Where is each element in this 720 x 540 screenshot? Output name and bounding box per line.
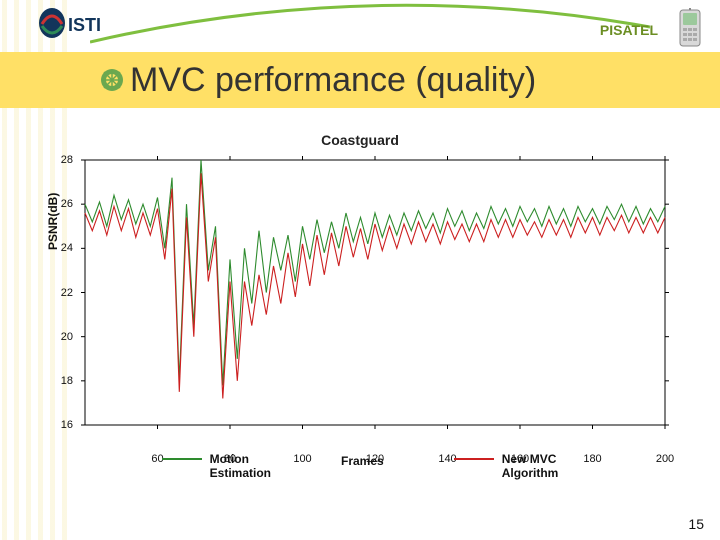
- header: PISATEL ISTI: [0, 0, 720, 48]
- legend-label: Motion Estimation: [210, 452, 271, 480]
- legend-item-mvc: New MVC Algorithm: [454, 452, 559, 486]
- bullet-icon: [100, 68, 124, 92]
- page-number: 15: [688, 516, 704, 532]
- chart-title: Coastguard: [0, 132, 720, 148]
- line-chart: [75, 155, 675, 435]
- slide: PISATEL ISTI MVC perf: [0, 0, 720, 540]
- header-arc: [90, 2, 650, 58]
- legend-item-me: Motion Estimation: [162, 452, 271, 486]
- chart-area: 16182022242628 6080100120140160180200: [75, 155, 675, 435]
- title-bar: MVC performance (quality): [0, 52, 720, 108]
- svg-text:ISTI: ISTI: [68, 15, 101, 35]
- page-title: MVC performance (quality): [130, 61, 536, 100]
- legend-label: New MVC Algorithm: [502, 452, 559, 480]
- logo-icon: ISTI: [38, 6, 102, 40]
- y-tick-labels: 16182022242628: [45, 155, 73, 435]
- x-axis-caption: Frames: [341, 452, 384, 486]
- legend-swatch: [454, 458, 494, 460]
- legend-swatch: [162, 458, 202, 460]
- brand-label: PISATEL: [600, 22, 658, 38]
- legend: Motion Estimation Frames New MVC Algorit…: [0, 452, 720, 486]
- phone-icon: [672, 8, 708, 48]
